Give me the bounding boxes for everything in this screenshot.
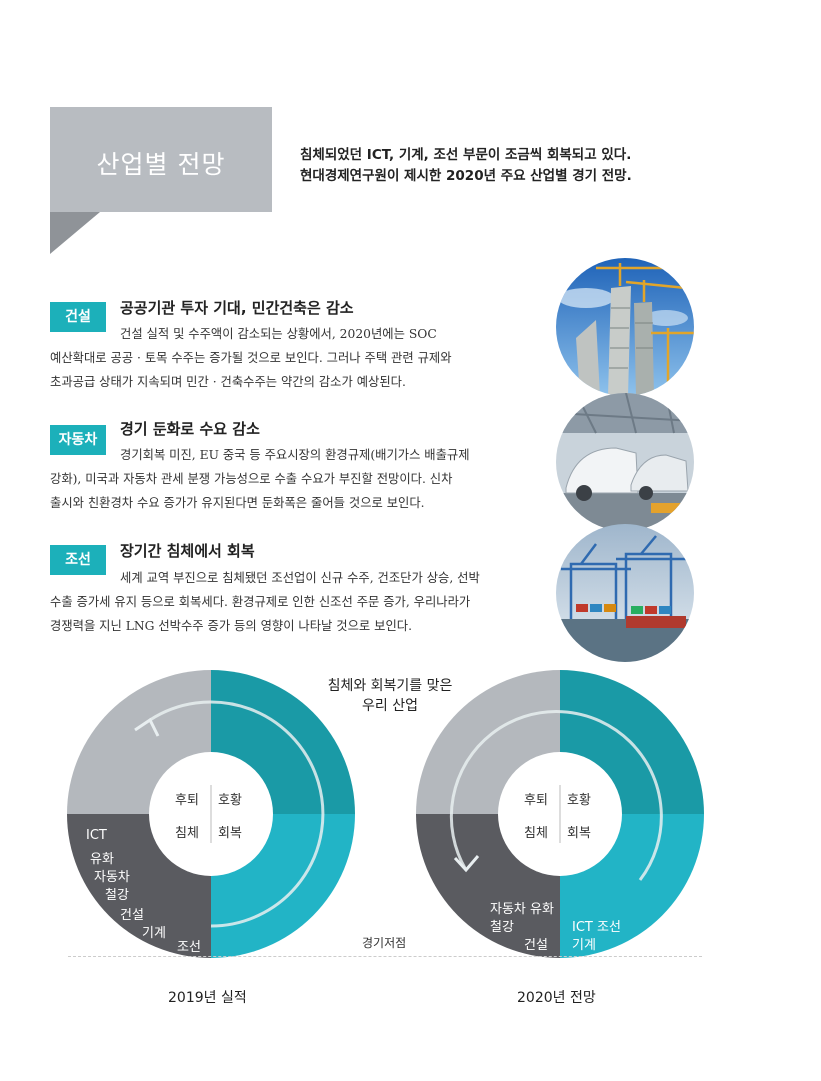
chart-2019 xyxy=(67,670,355,958)
label-recovery-2019: 회복 xyxy=(218,826,242,841)
body-line: 수출 증가세 유지 등으로 회복세다. 환경규제로 인한 신조선 주문 증가, … xyxy=(50,595,471,609)
label-boom-2019: 호황 xyxy=(218,793,242,808)
industry-2020-recovery: ICT 조선 xyxy=(572,920,621,935)
cycle-arrowhead-2020 xyxy=(453,855,480,873)
industry-2019: ICT xyxy=(86,828,107,843)
label-slowdown-2020: 후퇴 xyxy=(524,793,548,808)
industry-2019: 철강 xyxy=(105,888,129,903)
charts-title-line-1: 침체와 회복기를 맞은 xyxy=(327,678,453,694)
industry-2020-recession: 자동차 유화 xyxy=(490,902,554,917)
body-line: 초과공급 상태가 지속되며 민간 · 건축수주는 약간의 감소가 예상된다. xyxy=(50,375,406,389)
intro-text: 침체되었던 ICT, 기계, 조선 부문이 조금씩 회복되고 있다. 현대경제연… xyxy=(300,145,632,187)
section-title-shipbuilding: 장기간 침체에서 회복 xyxy=(120,542,255,560)
car-factory-photo xyxy=(556,393,694,531)
charts-center-title: 침체와 회복기를 맞은 우리 산업 xyxy=(300,676,480,716)
charts-title-line-2: 우리 산업 xyxy=(362,698,418,714)
body-line: 세계 교역 부진으로 침체됐던 조선업이 신규 수주, 건조단가 상승, 선박 xyxy=(120,571,480,585)
construction-cranes-photo xyxy=(556,258,694,396)
industry-2019: 기계 xyxy=(142,926,166,941)
cycle-arc-2019 xyxy=(149,700,325,928)
section-body-shipbuilding: 세계 교역 부진으로 침체됐던 조선업이 신규 수주, 건조단가 상승, 선박 … xyxy=(50,566,480,638)
label-slowdown-2019: 후퇴 xyxy=(175,793,199,808)
body-line: 출시와 친환경차 수요 증가가 유지된다면 둔화폭은 줄어들 것으로 보인다. xyxy=(50,496,425,510)
section-title-automobile: 경기 둔화로 수요 감소 xyxy=(120,420,260,438)
tag-construction: 건설 xyxy=(50,302,106,332)
intro-line-1: 침체되었던 ICT, 기계, 조선 부문이 조금씩 회복되고 있다. xyxy=(300,147,632,163)
container-port-photo xyxy=(556,524,694,662)
industry-2020-recovery: 기계 xyxy=(572,938,596,953)
body-line: 강화), 미국과 자동차 관세 분쟁 가능성으로 수출 수요가 부진할 전망이다… xyxy=(50,472,453,486)
cycle-arrowhead-2019 xyxy=(134,717,160,737)
section-body-automobile: 경기회복 미진, EU 중국 등 주요시장의 환경규제(배기가스 배출규제 강화… xyxy=(50,443,470,515)
caption-2019: 2019년 실적 xyxy=(168,990,247,1006)
label-recession-2019: 침체 xyxy=(175,826,199,841)
industry-2020-recession: 건설 xyxy=(524,938,548,953)
tag-shipbuilding: 조선 xyxy=(50,545,106,575)
chart-2020 xyxy=(416,670,704,958)
page-title: 산업별 전망 xyxy=(96,150,226,179)
title-fold-decoration xyxy=(50,212,100,254)
cycle-arc-2020 xyxy=(449,710,663,881)
body-line: 건설 실적 및 수주액이 감소되는 상황에서, 2020년에는 SOC xyxy=(120,327,437,341)
label-recovery-2020: 회복 xyxy=(567,826,591,841)
trough-dashed-line xyxy=(68,956,702,957)
section-title-box: 산업별 전망 xyxy=(50,107,272,212)
industry-2019: 조선 xyxy=(177,940,201,955)
body-line: 예산확대로 공공 · 토목 수주는 증가될 것으로 보인다. 그러나 주택 관련… xyxy=(50,351,452,365)
trough-label: 경기저점 xyxy=(362,936,407,950)
industry-2020-recession: 철강 xyxy=(490,920,514,935)
body-line: 경기회복 미진, EU 중국 등 주요시장의 환경규제(배기가스 배출규제 xyxy=(120,448,470,462)
section-body-construction: 건설 실적 및 수주액이 감소되는 상황에서, 2020년에는 SOC 예산확대… xyxy=(50,322,452,394)
body-line: 경쟁력을 지닌 LNG 선박수주 증가 등의 영향이 나타날 것으로 보인다. xyxy=(50,619,412,633)
industry-2019: 건설 xyxy=(120,908,144,923)
label-recession-2020: 침체 xyxy=(524,826,548,841)
tag-automobile: 자동차 xyxy=(50,425,106,455)
section-title-construction: 공공기관 투자 기대, 민간건축은 감소 xyxy=(120,299,354,317)
intro-line-2: 현대경제연구원이 제시한 2020년 주요 산업별 경기 전망. xyxy=(300,168,632,184)
business-cycle-charts xyxy=(67,670,704,958)
industry-2019: 유화 xyxy=(90,852,114,867)
caption-2020: 2020년 전망 xyxy=(517,990,596,1006)
industry-2019: 자동차 xyxy=(94,870,130,885)
label-boom-2020: 호황 xyxy=(567,793,591,808)
